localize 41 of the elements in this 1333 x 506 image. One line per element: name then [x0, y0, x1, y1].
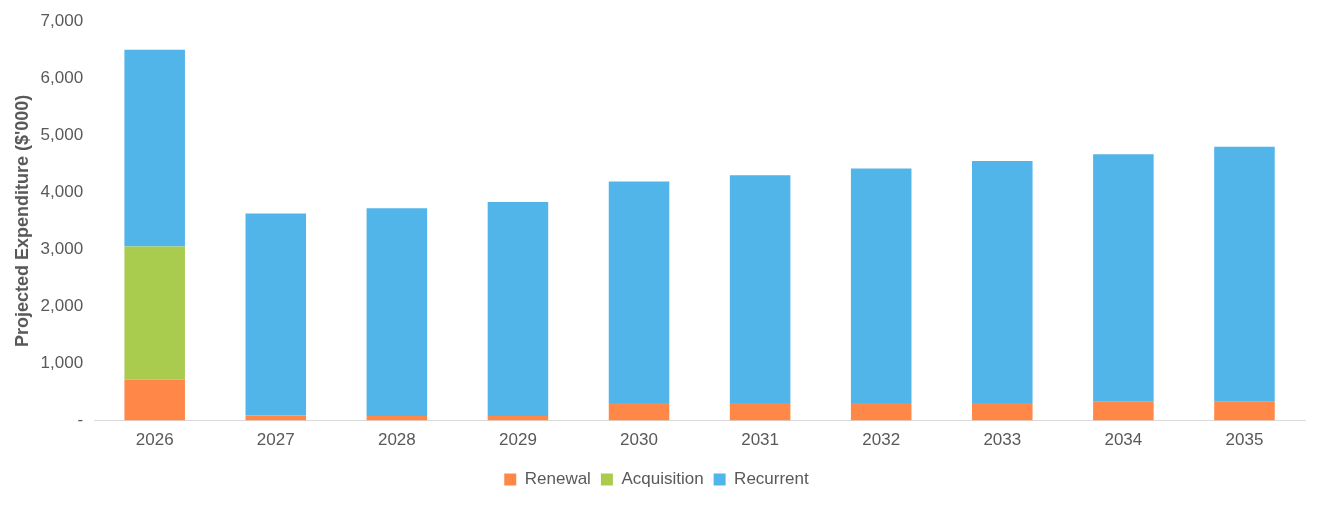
x-tick-label: 2026 — [135, 430, 174, 450]
bar — [124, 246, 185, 380]
bar — [850, 402, 912, 421]
y-tick-label: 6,000 — [40, 67, 84, 87]
bar — [1093, 401, 1154, 421]
bar — [729, 175, 791, 403]
bar — [245, 415, 307, 421]
y-axis-title: Projected Expenditure ($'000) — [11, 94, 32, 348]
x-tick-label: 2033 — [983, 430, 1022, 450]
x-tick-label: 2031 — [741, 430, 780, 450]
x-tick-label: 2029 — [499, 430, 537, 450]
bar — [1093, 154, 1154, 402]
y-tick-label: 4,000 — [40, 182, 84, 202]
bar — [366, 208, 428, 417]
bar — [972, 402, 1033, 421]
y-tick-label: 2,000 — [40, 296, 84, 316]
bar — [245, 213, 307, 416]
bar — [850, 168, 912, 403]
bar — [1214, 146, 1275, 402]
y-tick-label: 5,000 — [40, 125, 84, 144]
bar — [729, 402, 791, 421]
legend-label: Renewal — [524, 469, 591, 489]
x-tick-label: 2028 — [377, 430, 416, 450]
x-tick-label: 2034 — [1104, 430, 1143, 450]
y-tick-label: 1,000 — [40, 353, 84, 373]
bar — [608, 181, 670, 403]
x-tick-label: 2027 — [256, 430, 295, 450]
bar — [124, 379, 185, 421]
legend-label: Recurrent — [734, 469, 810, 489]
bar — [1214, 401, 1275, 421]
y-tick-label: 7,000 — [40, 10, 84, 30]
x-tick-label: 2035 — [1225, 430, 1264, 450]
y-tick-label: - — [77, 410, 84, 430]
bar — [124, 49, 185, 247]
x-tick-label: 2030 — [620, 430, 658, 450]
bar — [972, 160, 1033, 403]
x-tick-label: 2032 — [862, 430, 901, 450]
y-tick-label: 3,000 — [40, 239, 84, 259]
bar — [487, 202, 549, 417]
legend-label: Acquisition — [621, 469, 704, 489]
bar — [608, 402, 670, 421]
